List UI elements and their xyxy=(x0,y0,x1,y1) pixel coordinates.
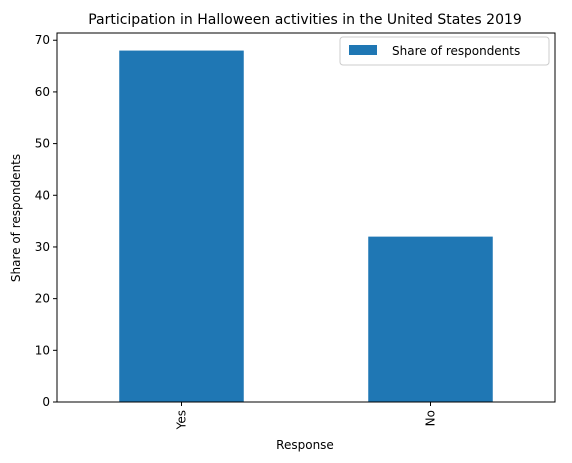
y-tick-label: 10 xyxy=(35,343,50,357)
bar-yes xyxy=(119,50,244,402)
y-axis: 0 10 20 30 40 50 60 70 xyxy=(35,33,57,409)
x-tick-label: Yes xyxy=(175,410,189,430)
bar-no xyxy=(368,236,493,402)
y-axis-label: Share of respondents xyxy=(9,154,23,282)
chart-title: Participation in Halloween activities in… xyxy=(88,12,522,28)
legend-swatch xyxy=(349,45,377,55)
x-tick-label: No xyxy=(424,410,438,426)
y-tick-label: 70 xyxy=(35,33,50,47)
plot-frame xyxy=(56,32,556,403)
legend: Share of respondents xyxy=(339,36,550,66)
y-tick-label: 40 xyxy=(35,188,50,202)
x-axis: Yes No xyxy=(175,402,438,430)
y-tick-label: 0 xyxy=(42,395,50,409)
y-tick-label: 30 xyxy=(35,240,50,254)
x-axis-label: Response xyxy=(276,438,334,452)
legend-label: Share of respondents xyxy=(392,44,520,58)
y-tick-label: 50 xyxy=(35,137,50,151)
y-tick-label: 60 xyxy=(35,85,50,99)
y-tick-label: 20 xyxy=(35,292,50,306)
bars-group xyxy=(119,50,493,402)
legend-frame xyxy=(339,36,550,66)
